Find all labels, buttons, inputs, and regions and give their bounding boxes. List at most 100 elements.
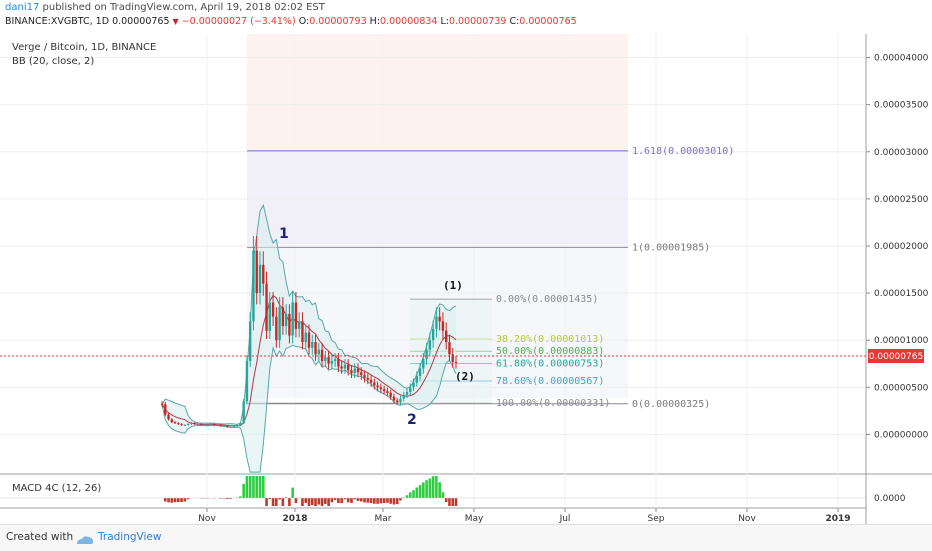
candle-body [229,427,231,428]
candle-body [327,357,329,364]
macd-bar [350,498,353,503]
candle-body [442,321,444,330]
macd-bar [331,498,334,502]
candle-body [452,354,454,362]
fib-zone-upper [247,34,628,150]
candle-body [403,395,405,399]
chart-title: Verge / Bitcoin, 1D, BINANCE [12,42,156,53]
macd-bar [177,498,180,502]
macd-bar [429,479,432,498]
macd-bar [174,498,177,502]
price-chart[interactable]: 1.618(0.00003010)1(0.00001985)0(0.000003… [0,34,932,524]
candle-body [220,425,222,426]
close-value: 0.00000765 [519,16,576,27]
candle-body [409,387,411,392]
candle-body [197,424,199,425]
candle-body [448,342,450,354]
macd-bar [448,498,451,506]
y-axis-ticks: 0.000040000.000035000.000030000.00002500… [866,54,929,441]
candle-body [416,376,418,383]
macd-bar [184,498,187,502]
candle-body [207,425,209,426]
x-tick-label: May [465,514,484,524]
candle-body [429,340,431,349]
macd-bar [180,498,183,502]
macd-bar [282,498,285,506]
candle-body [171,419,173,422]
macd-bar [376,498,379,504]
current-price-label: 0.00000765 [869,352,923,362]
macd-bar [167,498,170,502]
macd-bar [383,498,386,503]
tradingview-link[interactable]: TradingView [98,531,161,543]
candle-body [376,385,378,387]
candle-body [275,317,277,341]
candle-body [187,424,189,425]
candle-body [252,251,254,322]
wave-label-1: 1 [279,226,289,242]
candle-body [203,425,205,426]
macd-bar [412,490,415,498]
fib-ret-label: 100.00%(0.00000331) [496,398,610,409]
candle-body [193,423,195,424]
macd-bar [295,498,298,503]
ohlc-line: BINANCE:XVGBTC, 1D 0.00000765 ▼ −0.00000… [5,16,577,27]
down-triangle-icon: ▼ [173,17,179,26]
macd-bar [265,498,268,506]
y-tick-label: 0.00004000 [874,54,929,64]
macd-bar [308,498,311,506]
candle-body [435,317,437,329]
macd-bar [259,476,262,498]
fib-ret-label: 38.20%(0.00001013) [496,334,604,345]
macd-bar [327,498,330,506]
candle-body [272,303,274,317]
candle-body [422,359,424,368]
open-label: O: [299,16,310,27]
macd-bar [419,485,422,498]
macd-bar [438,482,441,498]
x-tick-label: Nov [198,514,216,524]
candle-body [419,368,421,376]
macd-bar [334,498,337,500]
candle-body [256,251,258,293]
candle-body [213,424,215,425]
macd-bar [242,484,245,498]
candle-body [233,426,235,427]
fib-ret-label: 78.60%(0.00000567) [496,376,604,387]
macd-bar [262,476,265,498]
candle-body [318,350,320,355]
candle-body [298,321,300,329]
macd-bar [399,498,402,501]
author-link[interactable]: dani17 [5,2,39,13]
candle-body [265,284,267,331]
macd-bar [451,498,454,506]
candle-body [291,303,293,336]
candle-body [393,397,395,401]
y-tick-label: 0.00001000 [874,336,929,346]
wave-label-sub2: (2) [455,370,475,383]
candle-body [236,425,238,426]
fib-ret-label: 61.80%(0.00000753) [496,358,604,369]
low-label: L: [440,16,449,27]
macd-histogram [0,476,866,506]
candle-body [311,342,313,348]
candle-body [363,375,365,378]
candle-body [301,321,303,342]
macd-bar [396,498,399,504]
macd-bar [318,498,321,505]
macd-bar [164,498,167,501]
x-tick-label: Jul [559,514,571,524]
tradingview-cloud-icon[interactable] [75,531,95,550]
macd-bar [393,498,396,505]
macd-bar [406,495,409,498]
macd-bar [246,476,249,498]
macd-bar [425,480,428,498]
candle-body [288,314,290,336]
candle-body [367,378,369,380]
footer-bar: Created with TradingView [0,524,932,551]
candle-body [360,372,362,375]
y-tick-label: 0.00000500 [874,383,929,393]
indicator-label: BB (20, close, 2) [12,56,94,67]
macd-bar [324,498,327,504]
